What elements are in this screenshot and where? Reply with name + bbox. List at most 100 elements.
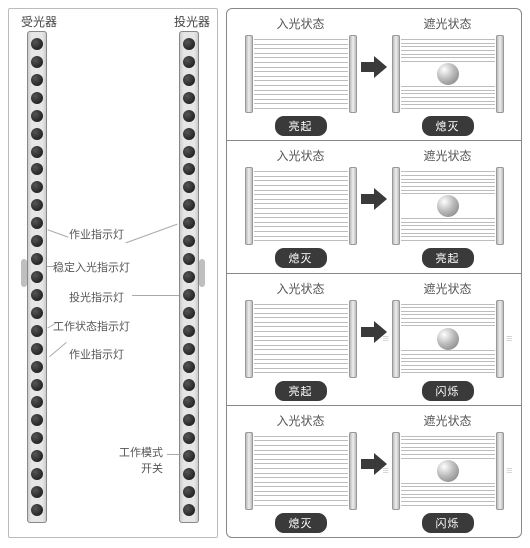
sensor-cell bbox=[183, 289, 195, 301]
state-title: 入光状态 bbox=[276, 280, 324, 297]
beam bbox=[254, 180, 348, 181]
beam bbox=[254, 491, 348, 492]
lead-line bbox=[47, 266, 57, 267]
beam bbox=[401, 175, 495, 176]
lead-line bbox=[49, 342, 66, 357]
sensor-cell bbox=[183, 92, 195, 104]
sensor-cell bbox=[31, 235, 43, 247]
beam bbox=[254, 213, 348, 214]
post bbox=[496, 432, 504, 510]
status-pill: 熄灭 bbox=[275, 513, 327, 533]
callout-mode-switch: 工作模式 开关 bbox=[119, 444, 163, 476]
sensor-cell bbox=[31, 504, 43, 516]
beam bbox=[254, 76, 348, 77]
sensor-cell bbox=[31, 199, 43, 211]
callout-work-bot: 作业指示灯 bbox=[69, 346, 124, 362]
sensor-cell bbox=[183, 307, 195, 319]
beam bbox=[254, 331, 348, 332]
beam bbox=[254, 368, 348, 369]
post bbox=[349, 35, 357, 113]
state-title: 入光状态 bbox=[276, 412, 324, 429]
beam bbox=[401, 193, 495, 194]
beam bbox=[254, 322, 348, 323]
state-title: 入光状态 bbox=[276, 15, 324, 32]
beam bbox=[254, 304, 348, 305]
lead-line bbox=[167, 454, 181, 455]
obstruction-sphere bbox=[437, 63, 459, 85]
beam bbox=[401, 483, 495, 484]
sensor-cell bbox=[31, 92, 43, 104]
beam bbox=[401, 304, 495, 305]
beam bbox=[401, 314, 495, 315]
beam bbox=[401, 443, 495, 444]
state-title: 遮光状态 bbox=[423, 280, 471, 297]
sensor-cell bbox=[183, 253, 195, 265]
beam bbox=[254, 199, 348, 200]
beam bbox=[401, 436, 495, 437]
sensor-cell bbox=[183, 38, 195, 50]
flash-mark: ≡ bbox=[383, 465, 389, 477]
sensor-cell bbox=[183, 486, 195, 498]
state-row: 入光状态亮起遮光状态≡≡闪烁 bbox=[227, 274, 521, 406]
sensor-cell bbox=[183, 468, 195, 480]
beam bbox=[254, 477, 348, 478]
beam bbox=[401, 311, 495, 312]
state-row: 入光状态熄灭遮光状态亮起 bbox=[227, 141, 521, 273]
beam bbox=[254, 94, 348, 95]
beam bbox=[401, 369, 495, 370]
beam bbox=[254, 103, 348, 104]
post bbox=[496, 167, 504, 245]
state-right: 遮光状态≡≡闪烁 bbox=[374, 406, 521, 537]
beam bbox=[401, 501, 495, 502]
beam bbox=[401, 361, 495, 362]
beam bbox=[254, 108, 348, 109]
beam bbox=[401, 229, 495, 230]
sensor-cell bbox=[31, 432, 43, 444]
beam bbox=[401, 57, 495, 58]
beam bbox=[254, 354, 348, 355]
receiver-label: 受光器 bbox=[14, 13, 64, 30]
beam bbox=[401, 450, 495, 451]
beam bbox=[254, 340, 348, 341]
callout-work-top: 作业指示灯 bbox=[69, 226, 124, 242]
sensor-cell bbox=[183, 217, 195, 229]
beam bbox=[401, 97, 495, 98]
beam bbox=[254, 326, 348, 327]
beams bbox=[254, 39, 348, 109]
sensor-cell bbox=[183, 181, 195, 193]
sensor-cell bbox=[31, 361, 43, 373]
beam bbox=[254, 71, 348, 72]
beam bbox=[401, 454, 495, 455]
beam bbox=[254, 359, 348, 360]
flash-mark: ≡ bbox=[383, 333, 389, 345]
beam bbox=[254, 445, 348, 446]
post bbox=[392, 167, 400, 245]
beam bbox=[401, 447, 495, 448]
beams bbox=[254, 304, 348, 374]
state-title: 遮光状态 bbox=[423, 412, 471, 429]
emitter-mid-led bbox=[199, 259, 205, 287]
beam bbox=[401, 108, 495, 109]
beam bbox=[401, 93, 495, 94]
receiver-mid-led bbox=[21, 259, 27, 287]
status-pill: 闪烁 bbox=[422, 381, 474, 401]
sensor-cell bbox=[183, 163, 195, 175]
sensor-cell bbox=[31, 146, 43, 158]
post bbox=[349, 300, 357, 378]
sensor-cell bbox=[183, 432, 195, 444]
state-right: 遮光状态亮起 bbox=[374, 141, 521, 272]
sensor-cell bbox=[183, 271, 195, 283]
beam bbox=[254, 226, 348, 227]
beam bbox=[254, 440, 348, 441]
state-row: 入光状态亮起遮光状态熄灭 bbox=[227, 9, 521, 141]
beam bbox=[254, 236, 348, 237]
beam bbox=[401, 50, 495, 51]
sensor-cell bbox=[31, 468, 43, 480]
beam bbox=[254, 53, 348, 54]
beam bbox=[401, 233, 495, 234]
receiver-bar bbox=[27, 31, 47, 523]
post bbox=[496, 300, 504, 378]
beam bbox=[401, 322, 495, 323]
sensor-cell bbox=[31, 56, 43, 68]
beam bbox=[254, 80, 348, 81]
